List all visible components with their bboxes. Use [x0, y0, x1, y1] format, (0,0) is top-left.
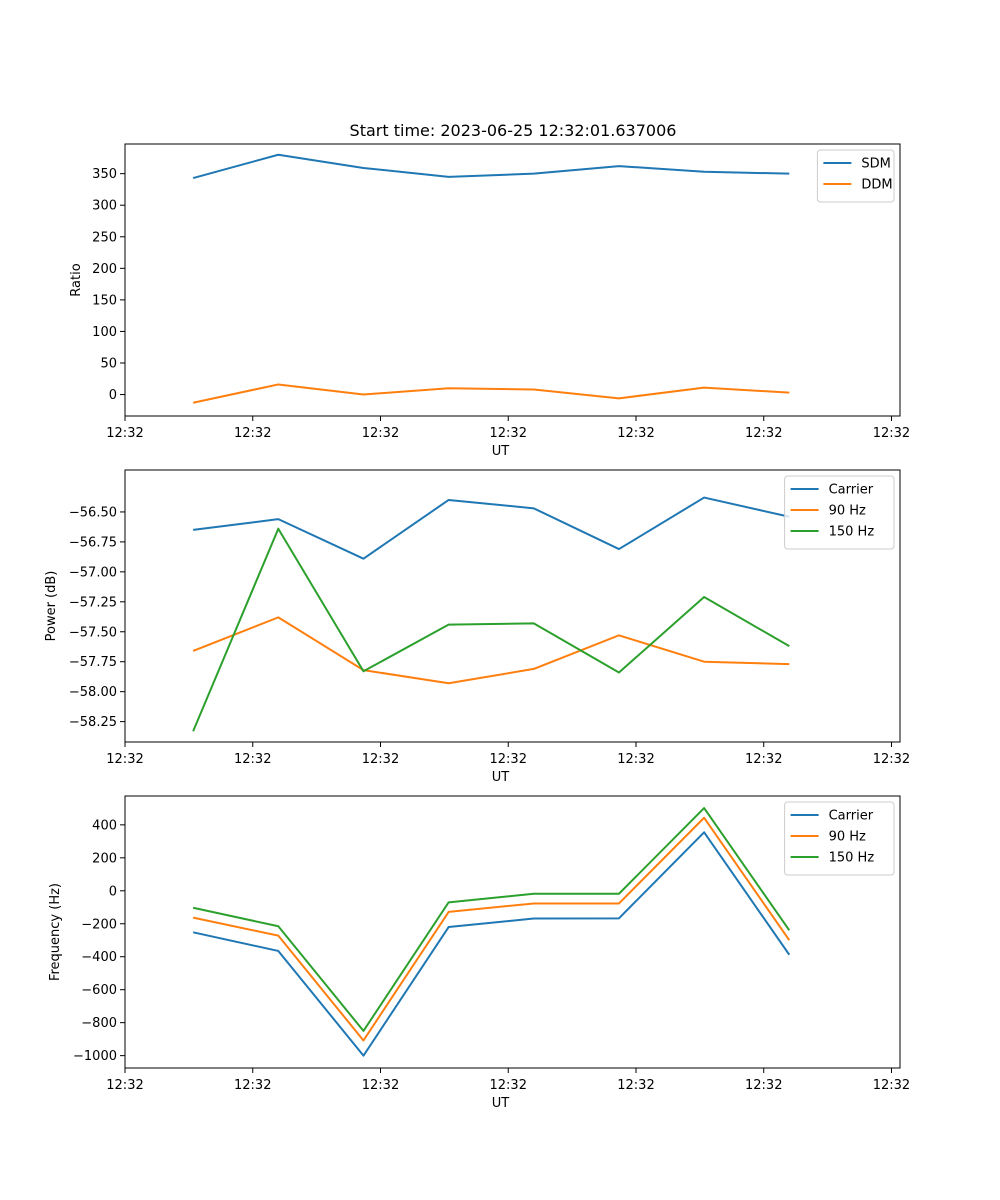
- y-tick-label: −56.50: [69, 505, 117, 520]
- y-tick-label: 50: [100, 356, 117, 371]
- x-tick-label: 12:32: [617, 426, 654, 441]
- y-tick-label: −200: [81, 917, 117, 932]
- x-axis-label: UT: [492, 444, 510, 459]
- y-tick-label: −1000: [73, 1049, 117, 1064]
- legend: Carrier 90 Hz 150 Hz: [784, 801, 895, 876]
- y-tick-label: 300: [92, 199, 117, 214]
- y-tick-label: 200: [92, 851, 117, 866]
- y-tick-label: −58.00: [69, 685, 117, 700]
- x-tick-label: 12:32: [362, 752, 399, 767]
- y-tick-label: −57.00: [69, 565, 117, 580]
- legend: SDM DDM: [816, 149, 895, 203]
- y-axis-label: Ratio: [69, 263, 84, 296]
- y-tick-label: −57.75: [69, 655, 117, 670]
- x-tick-label: 12:32: [490, 752, 527, 767]
- series-line-150-hz: [192, 527, 790, 732]
- x-tick-label: 12:32: [106, 1078, 143, 1093]
- ratio-panel: 12:32 12:32 12:32 12:32 12:32 12:32 12:32 0 50 10…: [69, 143, 910, 459]
- y-tick-label: 100: [92, 325, 117, 340]
- series-line-carrier: [193, 496, 790, 560]
- x-tick-label: 12:32: [745, 752, 782, 767]
- legend-label: 90 Hz: [829, 830, 866, 845]
- y-tick-label: 400: [92, 818, 117, 833]
- frequency-panel: 12:32 12:32 12:32 12:32 12:32 12:32 12:32 400 20…: [48, 795, 910, 1111]
- x-tick-label: 12:32: [106, 752, 143, 767]
- x-tick-label: 12:32: [106, 426, 143, 441]
- legend-label: 150 Hz: [829, 525, 875, 540]
- y-tick-label: 200: [92, 262, 117, 277]
- series-line-90-hz: [192, 816, 791, 1042]
- x-tick-label: 12:32: [234, 1078, 271, 1093]
- x-tick-label: 12:32: [362, 426, 399, 441]
- plot-frame: [124, 795, 901, 1069]
- x-tick-label: 12:32: [873, 426, 910, 441]
- x-tick-label: 12:32: [617, 752, 654, 767]
- power-panel: 12:32 12:32 12:32 12:32 12:32 12:32 12:32 −56.5…: [44, 469, 910, 785]
- series-line-ddm: [192, 383, 790, 404]
- y-tick-label: 250: [92, 230, 117, 245]
- x-tick-label: 12:32: [617, 1078, 654, 1093]
- series-line-150-hz: [192, 807, 791, 1032]
- y-tick-label: 350: [92, 167, 117, 182]
- plot-frame: [124, 143, 901, 417]
- x-tick-label: 12:32: [490, 1078, 527, 1093]
- legend-label: DDM: [861, 178, 892, 193]
- y-tick-label: 0: [109, 388, 117, 403]
- y-tick-label: 0: [109, 884, 117, 899]
- y-tick-label: −58.25: [69, 715, 117, 730]
- y-axis-label: Power (dB): [44, 571, 59, 642]
- x-axis-label: UT: [492, 1096, 510, 1111]
- x-tick-label: 12:32: [490, 426, 527, 441]
- legend: Carrier 90 Hz 150 Hz: [784, 475, 895, 550]
- x-tick-label: 12:32: [745, 1078, 782, 1093]
- y-tick-label: −800: [81, 1016, 117, 1031]
- y-tick-label: −57.25: [69, 595, 117, 610]
- legend-label: SDM: [861, 157, 890, 172]
- x-tick-label: 12:32: [873, 752, 910, 767]
- legend-label: 150 Hz: [829, 851, 875, 866]
- y-tick-label: −56.75: [69, 535, 117, 550]
- y-tick-label: −57.50: [69, 625, 117, 640]
- x-axis-label: UT: [492, 770, 510, 785]
- chart-title: Start time: 2023-06-25 12:32:01.637006: [350, 121, 677, 140]
- series-line-carrier: [192, 831, 791, 1057]
- panels: 12:32 12:32 12:32 12:32 12:32 12:32 12:32 0 50 10…: [44, 143, 910, 1111]
- x-tick-label: 12:32: [745, 426, 782, 441]
- legend-label: Carrier: [829, 483, 874, 498]
- legend-label: Carrier: [829, 809, 874, 824]
- y-tick-label: −600: [81, 983, 117, 998]
- series-line-90-hz: [192, 616, 790, 685]
- legend-label: 90 Hz: [829, 504, 866, 519]
- plot-frame: [124, 469, 901, 743]
- y-tick-label: 150: [92, 293, 117, 308]
- series-line-sdm: [192, 153, 790, 180]
- x-tick-label: 12:32: [234, 752, 271, 767]
- y-axis-label: Frequency (Hz): [48, 883, 63, 981]
- x-tick-label: 12:32: [873, 1078, 910, 1093]
- x-tick-label: 12:32: [362, 1078, 399, 1093]
- x-tick-label: 12:32: [234, 426, 271, 441]
- y-tick-label: −400: [81, 950, 117, 965]
